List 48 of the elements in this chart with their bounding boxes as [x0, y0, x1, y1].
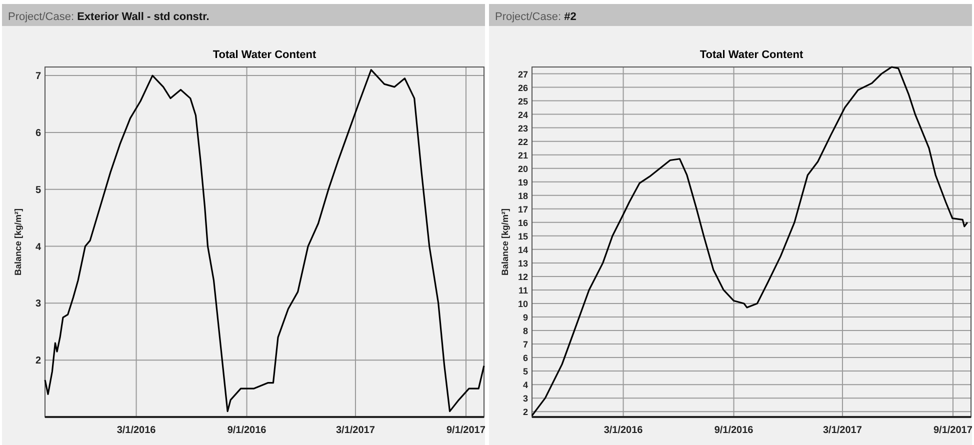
y-tick-label: 12 [518, 272, 528, 282]
x-tick-label: 3/1/2016 [604, 425, 644, 436]
y-tick-label: 5 [35, 184, 42, 196]
x-tick-label: 9/1/2017 [446, 425, 486, 436]
y-tick-label: 18 [518, 190, 528, 201]
y-tick-label: 2 [522, 407, 528, 418]
x-tick-label: 9/1/2016 [714, 425, 754, 436]
y-tick-label: 3 [35, 298, 42, 310]
y-tick-label: 2 [35, 356, 42, 367]
x-tick-label: 9/1/2017 [934, 425, 973, 436]
y-tick-label: 20 [518, 164, 528, 174]
y-tick-label: 17 [518, 204, 528, 214]
y-tick-label: 6 [35, 128, 42, 139]
y-tick-label: 10 [518, 298, 528, 309]
y-tick-label: 25 [518, 96, 528, 106]
y-tick-label: 27 [518, 69, 528, 80]
y-tick-label: 24 [518, 110, 528, 120]
x-tick-label: 9/1/2016 [227, 425, 267, 436]
y-tick-label: 21 [518, 150, 528, 160]
y-tick-label: 26 [518, 82, 528, 93]
x-tick-label: 3/1/2017 [823, 425, 862, 436]
line-series [44, 69, 485, 412]
y-tick-label: 19 [518, 177, 528, 188]
text: Project/Case: Exterior Wall - std constr. [8, 11, 210, 23]
line-series [531, 66, 968, 416]
y-tick-label: 7 [35, 71, 42, 82]
y-tick-label: 22 [518, 136, 528, 147]
y-tick-label: 6 [522, 353, 528, 364]
y-tick-label: 16 [518, 218, 528, 228]
text: Project/Case: #2 [495, 11, 576, 23]
y-tick-label: 13 [518, 258, 528, 268]
y-tick-label: 3 [522, 394, 528, 404]
x-tick-label: 3/1/2017 [336, 425, 376, 436]
y-tick-label: 14 [518, 244, 528, 255]
y-axis-title: Balance [kg/m²] [13, 208, 23, 276]
x-tick-label: 3/1/2016 [116, 425, 156, 436]
y-tick-label: 5 [522, 366, 528, 377]
y-tick-label: 11 [518, 285, 528, 296]
y-tick-label: 4 [522, 380, 528, 390]
y-axis-title: Balance [kg/m²] [500, 208, 510, 276]
y-tick-label: 8 [522, 326, 528, 336]
y-tick-label: 9 [522, 312, 528, 322]
y-tick-label: 23 [518, 123, 528, 134]
y-tick-label: 4 [35, 242, 42, 253]
y-tick-label: 7 [522, 340, 528, 350]
chart-title: Total Water Content [212, 49, 316, 61]
chart-title: Total Water Content [700, 49, 804, 61]
y-tick-label: 15 [518, 231, 528, 242]
